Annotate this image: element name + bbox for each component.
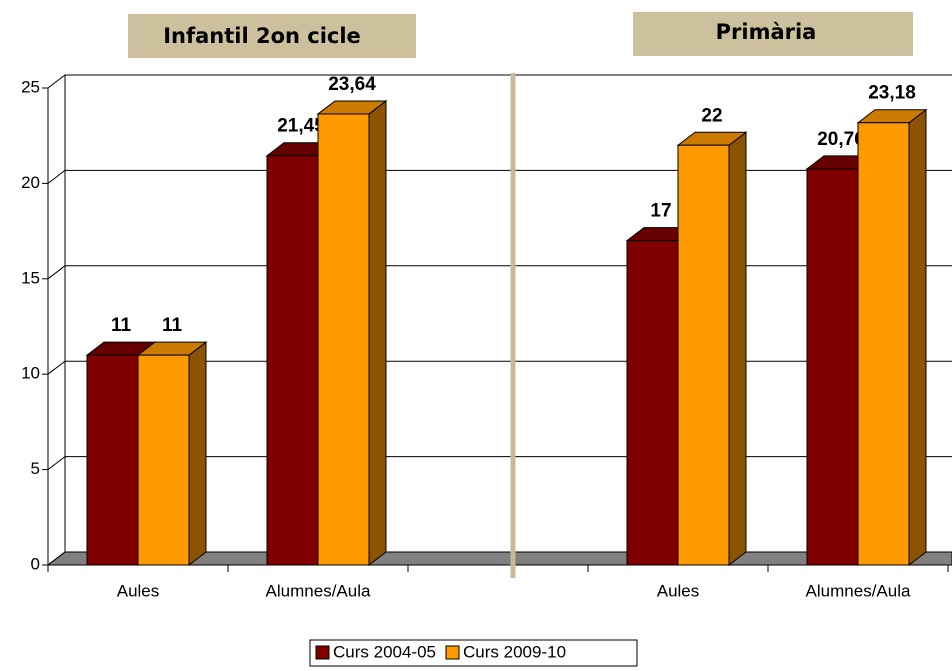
value-label: 17 <box>650 201 671 222</box>
bar <box>317 113 370 566</box>
bar <box>806 168 859 566</box>
value-label: 23,64 <box>328 74 376 95</box>
bar-side <box>188 341 207 567</box>
y-tick-label: 25 <box>21 77 40 96</box>
x-tick-label: Alumnes/Aula <box>266 581 371 600</box>
bar <box>626 240 679 566</box>
x-tick-label: Aules <box>657 581 700 600</box>
y-tick-label: 0 <box>31 554 40 573</box>
legend-box <box>309 639 638 667</box>
legend-label: Curs 2009-10 <box>463 642 566 661</box>
panel-title-box <box>128 14 416 58</box>
bar <box>677 144 730 566</box>
legend-swatch <box>445 645 460 660</box>
panel-title: Primària <box>716 20 817 44</box>
grid-line <box>47 169 952 184</box>
y-tick-label: 10 <box>21 364 40 383</box>
value-label: 23,18 <box>868 83 916 104</box>
y-tick-label: 5 <box>31 459 40 478</box>
legend-label: Curs 2004-05 <box>333 642 436 661</box>
value-label: 21,45 <box>277 116 325 137</box>
x-tick-label: Aules <box>117 581 160 600</box>
panel-title: Infantil 2on cicle <box>163 24 361 48</box>
bar <box>266 155 319 566</box>
bar-side <box>368 99 387 567</box>
bar <box>857 122 910 566</box>
bar <box>86 354 139 566</box>
value-label: 22 <box>701 105 722 126</box>
bar-side <box>908 108 927 567</box>
value-label: 11 <box>162 315 183 336</box>
grid-line <box>47 74 952 89</box>
y-tick-label: 20 <box>21 173 40 192</box>
value-label: 11 <box>111 315 132 336</box>
legend-swatch <box>315 645 330 660</box>
bar <box>137 354 190 566</box>
bar-side <box>728 131 747 567</box>
x-tick-label: Alumnes/Aula <box>806 581 911 600</box>
y-tick-label: 15 <box>21 268 40 287</box>
value-label: 20,76 <box>817 129 865 150</box>
panel-title-box <box>633 12 913 56</box>
